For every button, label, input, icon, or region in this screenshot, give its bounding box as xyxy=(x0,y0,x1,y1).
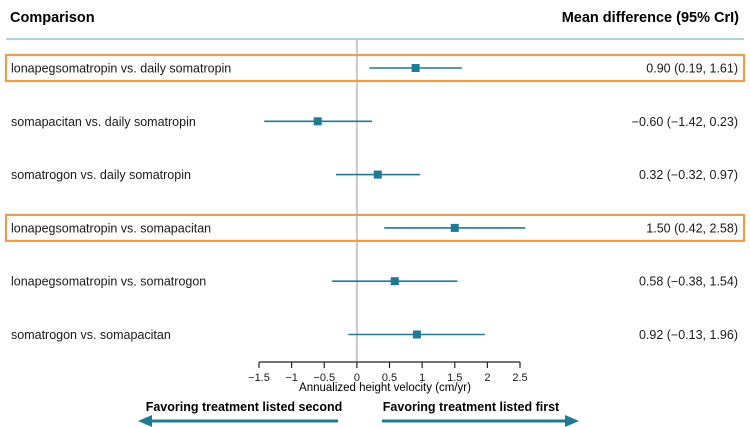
x-axis-label: Annualized height velocity (cm/yr) xyxy=(299,382,471,394)
forest-row: lonapegsomatropin vs. somatrogon 0.58 (−0… xyxy=(11,275,738,289)
favoring-first-arrow xyxy=(382,415,579,427)
x-tick-label: −0.5 xyxy=(313,372,335,384)
x-axis: −1.5 −1 −0.5 0 0.5 1 1.5 2 2.5 xyxy=(248,361,528,384)
row-highlight-box xyxy=(4,53,746,83)
x-tick-label: 0.5 xyxy=(382,372,397,384)
forest-row: lonapegsomatropin vs. somapacitan 1.50 (0… xyxy=(4,213,746,242)
favoring-second-label: Favoring treatment listed second xyxy=(146,400,343,414)
x-tick-label: 2 xyxy=(484,372,490,384)
forest-row: somatrogon vs. daily somatropin 0.32 (−0.… xyxy=(11,168,738,182)
comparison-label: lonapegsomatropin vs. somatrogon xyxy=(11,275,206,289)
header-comparison: Comparison xyxy=(10,10,95,26)
favoring-first-label: Favoring treatment listed first xyxy=(383,400,560,414)
x-tick-label: −1.5 xyxy=(248,372,270,384)
forest-row: lonapegsomatropin vs. daily somatropin 0.… xyxy=(4,53,746,83)
comparison-label: lonapegsomatropin vs. somapacitan xyxy=(11,221,211,235)
mean-marker xyxy=(390,277,399,286)
mean-marker xyxy=(411,64,420,72)
x-tick-label: 1.5 xyxy=(447,372,462,384)
x-tick-label: 0 xyxy=(354,372,360,384)
mean-difference-value: 0.90 (0.19, 1.61) xyxy=(646,62,738,76)
favoring-second-arrow xyxy=(138,415,338,427)
comparison-label: somatrogon vs. somapacitan xyxy=(11,328,171,342)
header-mean-difference: Mean difference (95% CrI) xyxy=(562,10,739,26)
comparison-label: lonapegsomatropin vs. daily somatropin xyxy=(11,62,231,76)
forest-row: somatrogon vs. somapacitan 0.92 (−0.13, 1… xyxy=(11,328,738,342)
forest-row: somapacitan vs. daily somatropin −0.60 (−… xyxy=(11,115,738,129)
mean-marker xyxy=(313,117,322,126)
x-tick-label: 1 xyxy=(419,372,425,384)
x-tick-label: 2.5 xyxy=(512,372,527,384)
rows-layer: lonapegsomatropin vs. daily somatropin 0.… xyxy=(4,53,746,342)
x-tick-label: −1 xyxy=(285,372,298,384)
mean-difference-value: 0.58 (−0.38, 1.54) xyxy=(639,275,738,289)
comparison-label: somapacitan vs. daily somatropin xyxy=(11,115,196,129)
row-highlight-box xyxy=(4,213,746,242)
mean-marker xyxy=(412,330,421,339)
mean-difference-value: 0.92 (−0.13, 1.96) xyxy=(639,328,738,342)
comparison-label: somatrogon vs. daily somatropin xyxy=(11,168,191,182)
mean-marker xyxy=(450,223,459,232)
mean-difference-value: 0.32 (−0.32, 0.97) xyxy=(639,168,738,182)
mean-marker xyxy=(373,170,382,179)
mean-difference-value: −0.60 (−1.42, 0.23) xyxy=(632,115,738,129)
mean-difference-value: 1.50 (0.42, 2.58) xyxy=(646,221,738,235)
